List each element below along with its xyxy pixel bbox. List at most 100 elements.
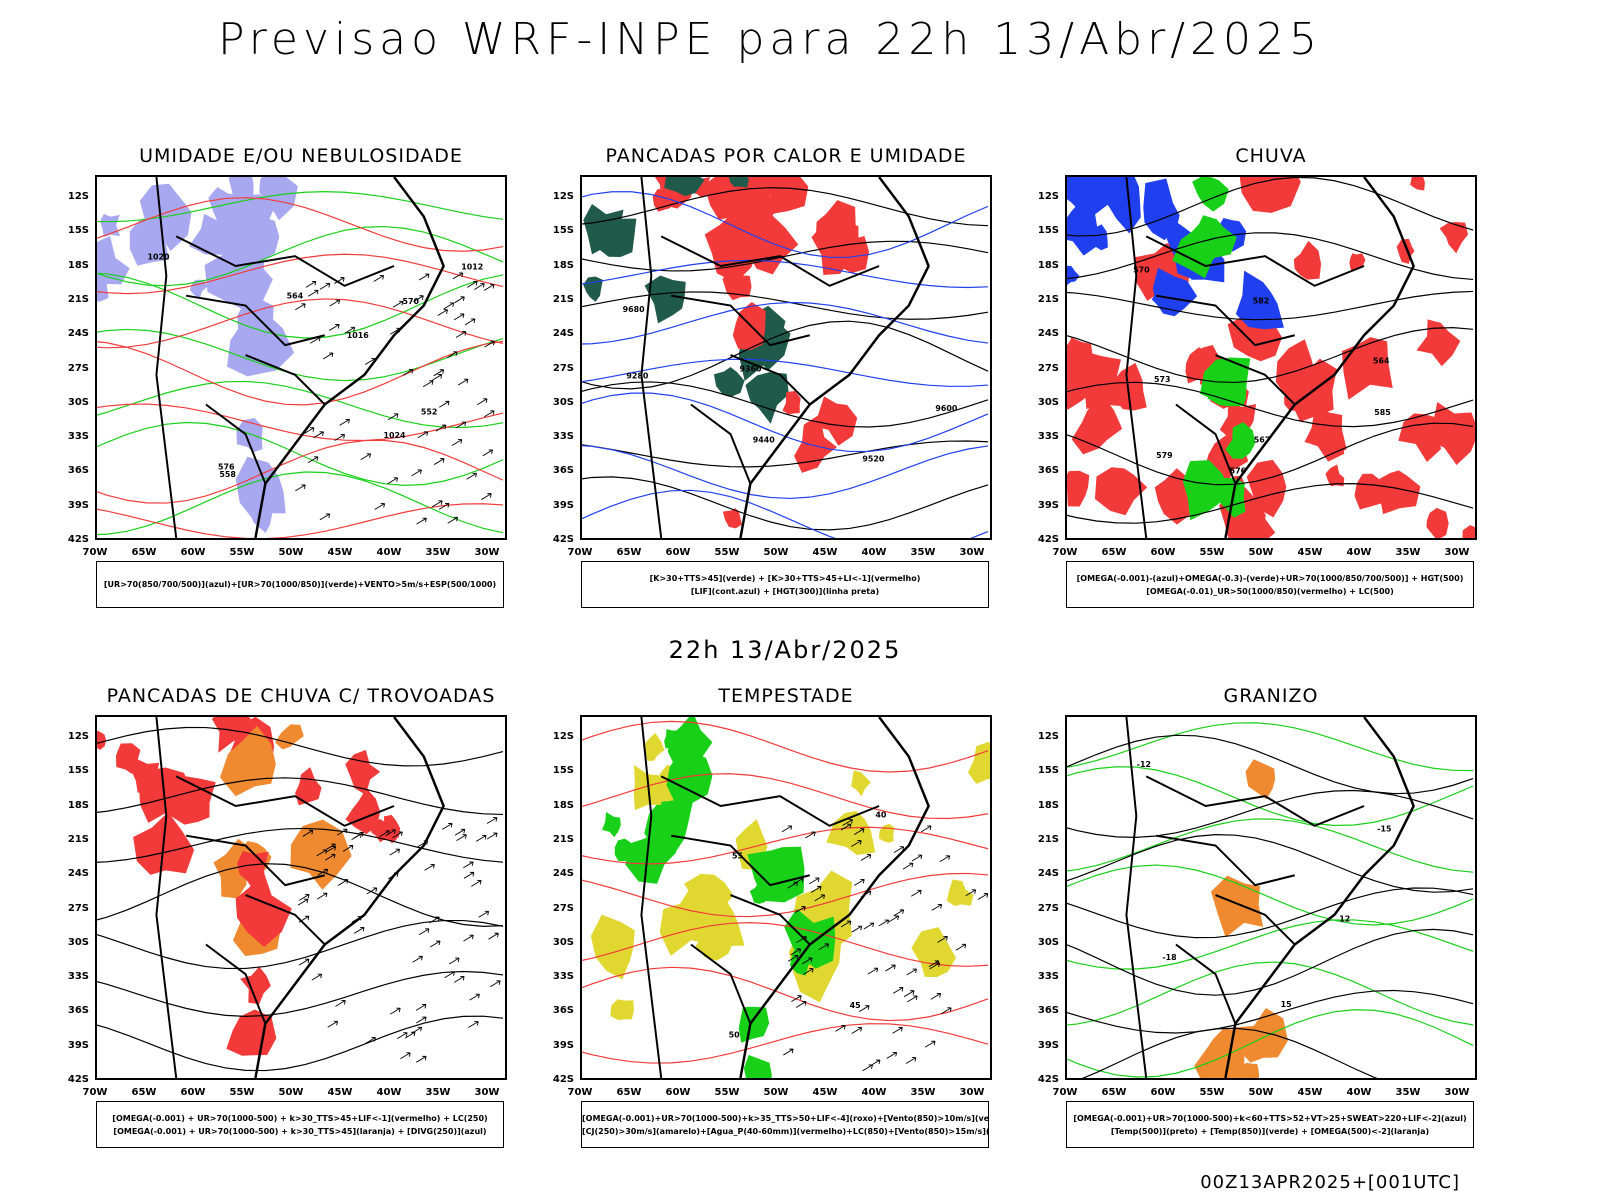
wind-vector <box>365 1037 376 1044</box>
panel-title: PANCADAS DE CHUVA C/ TROVOADAS <box>106 685 496 707</box>
contour-line <box>582 773 989 820</box>
wind-vector <box>329 299 341 307</box>
country-border <box>730 354 811 406</box>
wind-vector <box>413 295 424 303</box>
lat-tick-label: 30S <box>552 936 574 948</box>
field-area <box>728 177 749 188</box>
field-area <box>610 999 634 1021</box>
contour-line <box>97 863 504 927</box>
country-border <box>660 775 880 827</box>
wind-vector <box>411 469 422 477</box>
wind-vector <box>483 410 495 418</box>
wind-vector <box>444 971 455 979</box>
contour-line <box>97 380 504 429</box>
wind-vector <box>335 999 346 1007</box>
lon-tick-label: 35W <box>425 1087 451 1098</box>
wind-vector <box>851 925 863 933</box>
valid-time-title: 22h 13/Abr/2025 <box>668 636 902 664</box>
contour-label: 573 <box>1154 375 1171 384</box>
lon-tick-label: 60W <box>180 1087 206 1098</box>
contour-label: 1012 <box>461 263 483 272</box>
contour-label: 564 <box>1373 356 1390 365</box>
lat-tick-label: 18S <box>67 799 89 811</box>
wind-vector <box>385 829 396 837</box>
wind-vector <box>454 828 466 836</box>
field-area <box>745 372 789 424</box>
field-area <box>1194 1027 1245 1078</box>
field-area <box>1462 525 1475 538</box>
lat-tick-label: 15S <box>67 765 89 777</box>
map-area: 585 582 579 576 573 570 567 564 <box>1065 175 1477 540</box>
lat-tick-label: 39S <box>552 499 574 511</box>
contour-line <box>97 970 504 1017</box>
contour-label: 9280 <box>626 371 649 380</box>
wind-vector <box>801 957 813 965</box>
contour-line <box>1067 327 1474 384</box>
lon-tick-label: 45W <box>1297 1087 1323 1098</box>
contour-line <box>97 225 504 287</box>
lat-tick-label: 42S <box>1037 1074 1059 1085</box>
lat-tick-label: 33S <box>552 971 574 983</box>
wind-vector <box>454 975 465 983</box>
lat-tick-label: 27S <box>552 362 574 374</box>
field-area <box>1341 337 1393 400</box>
wind-vector <box>387 477 399 485</box>
contour-line <box>582 872 989 918</box>
contour-line <box>1067 789 1474 838</box>
wind-vector <box>422 380 434 388</box>
wind-vector <box>438 502 450 510</box>
lat-tick-label: 30S <box>552 396 574 408</box>
lon-tick-label: 40W <box>1346 1087 1372 1098</box>
field-area <box>732 302 766 350</box>
field-area <box>664 177 705 197</box>
lon-tick-label: 40W <box>376 547 402 558</box>
field-area <box>722 267 752 301</box>
lon-tick-label: 65W <box>131 547 157 558</box>
contour-line <box>1067 722 1474 772</box>
lon-tick-label: 55W <box>1199 1087 1225 1098</box>
wind-vector <box>298 958 310 966</box>
contour-line <box>582 966 989 1022</box>
wind-vector <box>471 879 482 887</box>
field-area <box>784 908 836 969</box>
lon-tick-label: 35W <box>910 1087 936 1098</box>
contour-line <box>1067 734 1474 795</box>
wind-vector <box>478 910 490 918</box>
contour-line <box>1067 961 1474 1026</box>
country-border <box>155 717 178 1078</box>
wind-vector <box>929 962 941 970</box>
lat-tick-label: 33S <box>67 971 89 983</box>
wind-vector <box>858 1005 870 1013</box>
contour-line <box>582 301 989 345</box>
wind-vector <box>353 926 365 934</box>
wind-vector <box>373 275 385 282</box>
field-area <box>1091 224 1108 251</box>
lon-tick-label: 70W <box>1052 1087 1078 1098</box>
wind-vector <box>851 840 862 847</box>
field-area <box>1239 177 1301 213</box>
panel-legend: [OMEGA(-0.001)+UR>70(1000-500)+k<60+TTS>… <box>1066 1101 1474 1148</box>
wind-vector <box>463 861 474 869</box>
field-area <box>1235 270 1284 330</box>
wind-vector <box>379 830 390 838</box>
field-area <box>1225 422 1256 459</box>
field-area <box>1245 759 1276 800</box>
contour-line <box>1067 177 1474 237</box>
contour-label: 9360 <box>740 364 763 373</box>
wind-vector <box>787 954 799 962</box>
lat-tick-label: 33S <box>1037 431 1059 443</box>
wind-vector <box>851 1027 863 1034</box>
wind-vector <box>885 964 896 972</box>
wind-vector <box>431 374 443 381</box>
wind-vector <box>412 955 423 963</box>
legend-line: [OMEGA(-0.001)+UR>70(1000-500)+k<60+TTS>… <box>1073 1113 1467 1123</box>
lon-tick-label: 40W <box>861 547 887 558</box>
wind-vector <box>433 369 445 377</box>
wind-vector <box>939 855 951 863</box>
contour-label: 570 <box>402 297 419 306</box>
contour-line <box>1081 1027 1378 1078</box>
wind-vector <box>387 413 399 421</box>
wind-vector <box>317 868 329 876</box>
country-border <box>245 894 326 946</box>
contour-line <box>1067 232 1474 281</box>
